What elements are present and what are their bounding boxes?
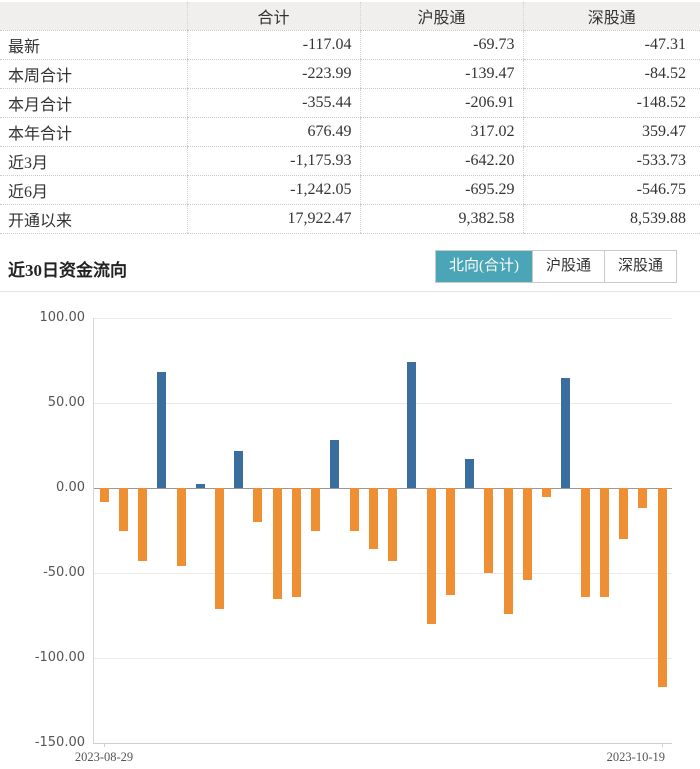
table-row: 最新 -117.04 -69.73 -47.31: [0, 30, 700, 60]
table-row: 近6月 -1,242.05 -695.29 -546.75: [0, 175, 700, 205]
chart-tab-group: 北向(合计) 沪股通 深股通: [434, 250, 677, 283]
y-tick-label: 0.00: [56, 480, 85, 495]
row-label: 近3月: [0, 146, 187, 176]
bar: [272, 488, 282, 599]
bar: [638, 488, 648, 509]
funds-summary-table: 合计 沪股通 深股通 最新 -117.04 -69.73 -47.31 本周合计 -223…: [0, 2, 700, 234]
cell-value: -1,242.05: [186, 175, 360, 205]
bar: [388, 488, 398, 562]
bar: [503, 488, 513, 614]
cell-value: -117.04: [186, 30, 360, 60]
table-row: 近3月 -1,175.93 -642.20 -533.73: [0, 146, 700, 176]
y-tick-label: 100.00: [39, 310, 86, 325]
bar: [522, 488, 532, 580]
zero-axis-line: [93, 488, 672, 489]
table-row: 本月合计 -355.44 -206.91 -148.52: [0, 88, 700, 118]
bar: [407, 362, 417, 488]
cell-value: -355.44: [186, 88, 360, 118]
cell-value: 9,382.58: [359, 204, 523, 234]
x-axis-label: 2023-10-19: [606, 750, 665, 764]
table-row: 开通以来 17,922.47 9,382.58 8,539.88: [0, 204, 700, 234]
header-empty: [0, 2, 187, 31]
x-tick: [662, 743, 663, 747]
y-tick-label: -150.00: [34, 735, 85, 750]
x-tick: [104, 743, 105, 747]
row-label: 本年合计: [0, 117, 187, 147]
cell-value: -139.47: [359, 59, 523, 89]
bar: [426, 488, 436, 624]
cell-value: -223.99: [186, 59, 360, 89]
cell-value: 8,539.88: [522, 204, 700, 234]
bar: [118, 488, 128, 531]
bar: [445, 488, 455, 596]
table-header-row: 合计 沪股通 深股通: [0, 2, 700, 31]
cell-value: 676.49: [186, 117, 360, 147]
bar: [561, 377, 571, 488]
bar: [311, 488, 321, 531]
y-tick-label: -100.00: [34, 650, 85, 665]
cell-value: -84.52: [522, 59, 700, 89]
bar: [176, 488, 186, 567]
cell-value: -148.52: [522, 88, 700, 118]
section-bar: 近30日资金流向 北向(合计) 沪股通 深股通: [0, 244, 700, 292]
cell-value: -1,175.93: [186, 146, 360, 176]
gridline: [93, 743, 672, 744]
cell-value: -206.91: [359, 88, 523, 118]
bar: [542, 488, 552, 497]
cell-value: -47.31: [522, 30, 700, 60]
bar: [484, 488, 494, 573]
tab-sz-connect[interactable]: 深股通: [603, 251, 676, 282]
y-axis-line: [93, 318, 94, 743]
header-sz-connect: 深股通: [522, 2, 700, 31]
bar: [99, 488, 109, 502]
gridline: [93, 573, 672, 574]
cell-value: -695.29: [359, 175, 523, 205]
tab-north-total[interactable]: 北向(合计): [435, 251, 532, 282]
bar: [465, 459, 475, 488]
row-label: 开通以来: [0, 204, 187, 234]
x-axis-label: 2023-08-29: [74, 750, 134, 764]
bar: [138, 488, 147, 562]
table-row: 本年合计 676.49 317.02 359.47: [0, 117, 700, 147]
bar: [349, 488, 359, 531]
bar: [157, 372, 167, 488]
cell-value: 317.02: [359, 117, 523, 147]
cell-value: -533.73: [522, 146, 700, 176]
row-label: 本周合计: [0, 59, 187, 89]
bar: [330, 440, 340, 488]
header-total: 合计: [186, 2, 360, 31]
cell-value: 17,922.47: [186, 204, 360, 234]
bar: [368, 488, 378, 550]
gridline: [93, 403, 672, 404]
tab-sh-connect[interactable]: 沪股通: [531, 251, 604, 282]
header-sh-connect: 沪股通: [359, 2, 523, 31]
cell-value: -69.73: [359, 30, 523, 60]
y-tick-label: -50.00: [43, 565, 85, 580]
bar: [657, 488, 667, 687]
table-row: 本周合计 -223.99 -139.47 -84.52: [0, 59, 700, 89]
bar: [253, 488, 263, 522]
cell-value: -546.75: [522, 175, 700, 205]
bar: [195, 483, 205, 489]
page-title: 近30日资金流向: [8, 261, 127, 280]
bar: [619, 488, 628, 539]
funds-flow-bar-chart: 100.00 50.00 0.00 -50.00 -100.00 -150.00 2023-…: [0, 300, 700, 769]
row-label: 本月合计: [0, 88, 187, 118]
y-tick-label: 50.00: [47, 395, 85, 410]
cell-value: 359.47: [522, 117, 700, 147]
cell-value: -642.20: [359, 146, 523, 176]
row-label: 最新: [0, 30, 187, 60]
bar: [580, 488, 590, 597]
bar: [599, 488, 609, 597]
gridline: [93, 658, 672, 659]
gridline: [93, 318, 672, 319]
bar: [214, 488, 224, 609]
row-label: 近6月: [0, 175, 187, 205]
bar: [234, 450, 244, 488]
bar: [291, 488, 301, 597]
